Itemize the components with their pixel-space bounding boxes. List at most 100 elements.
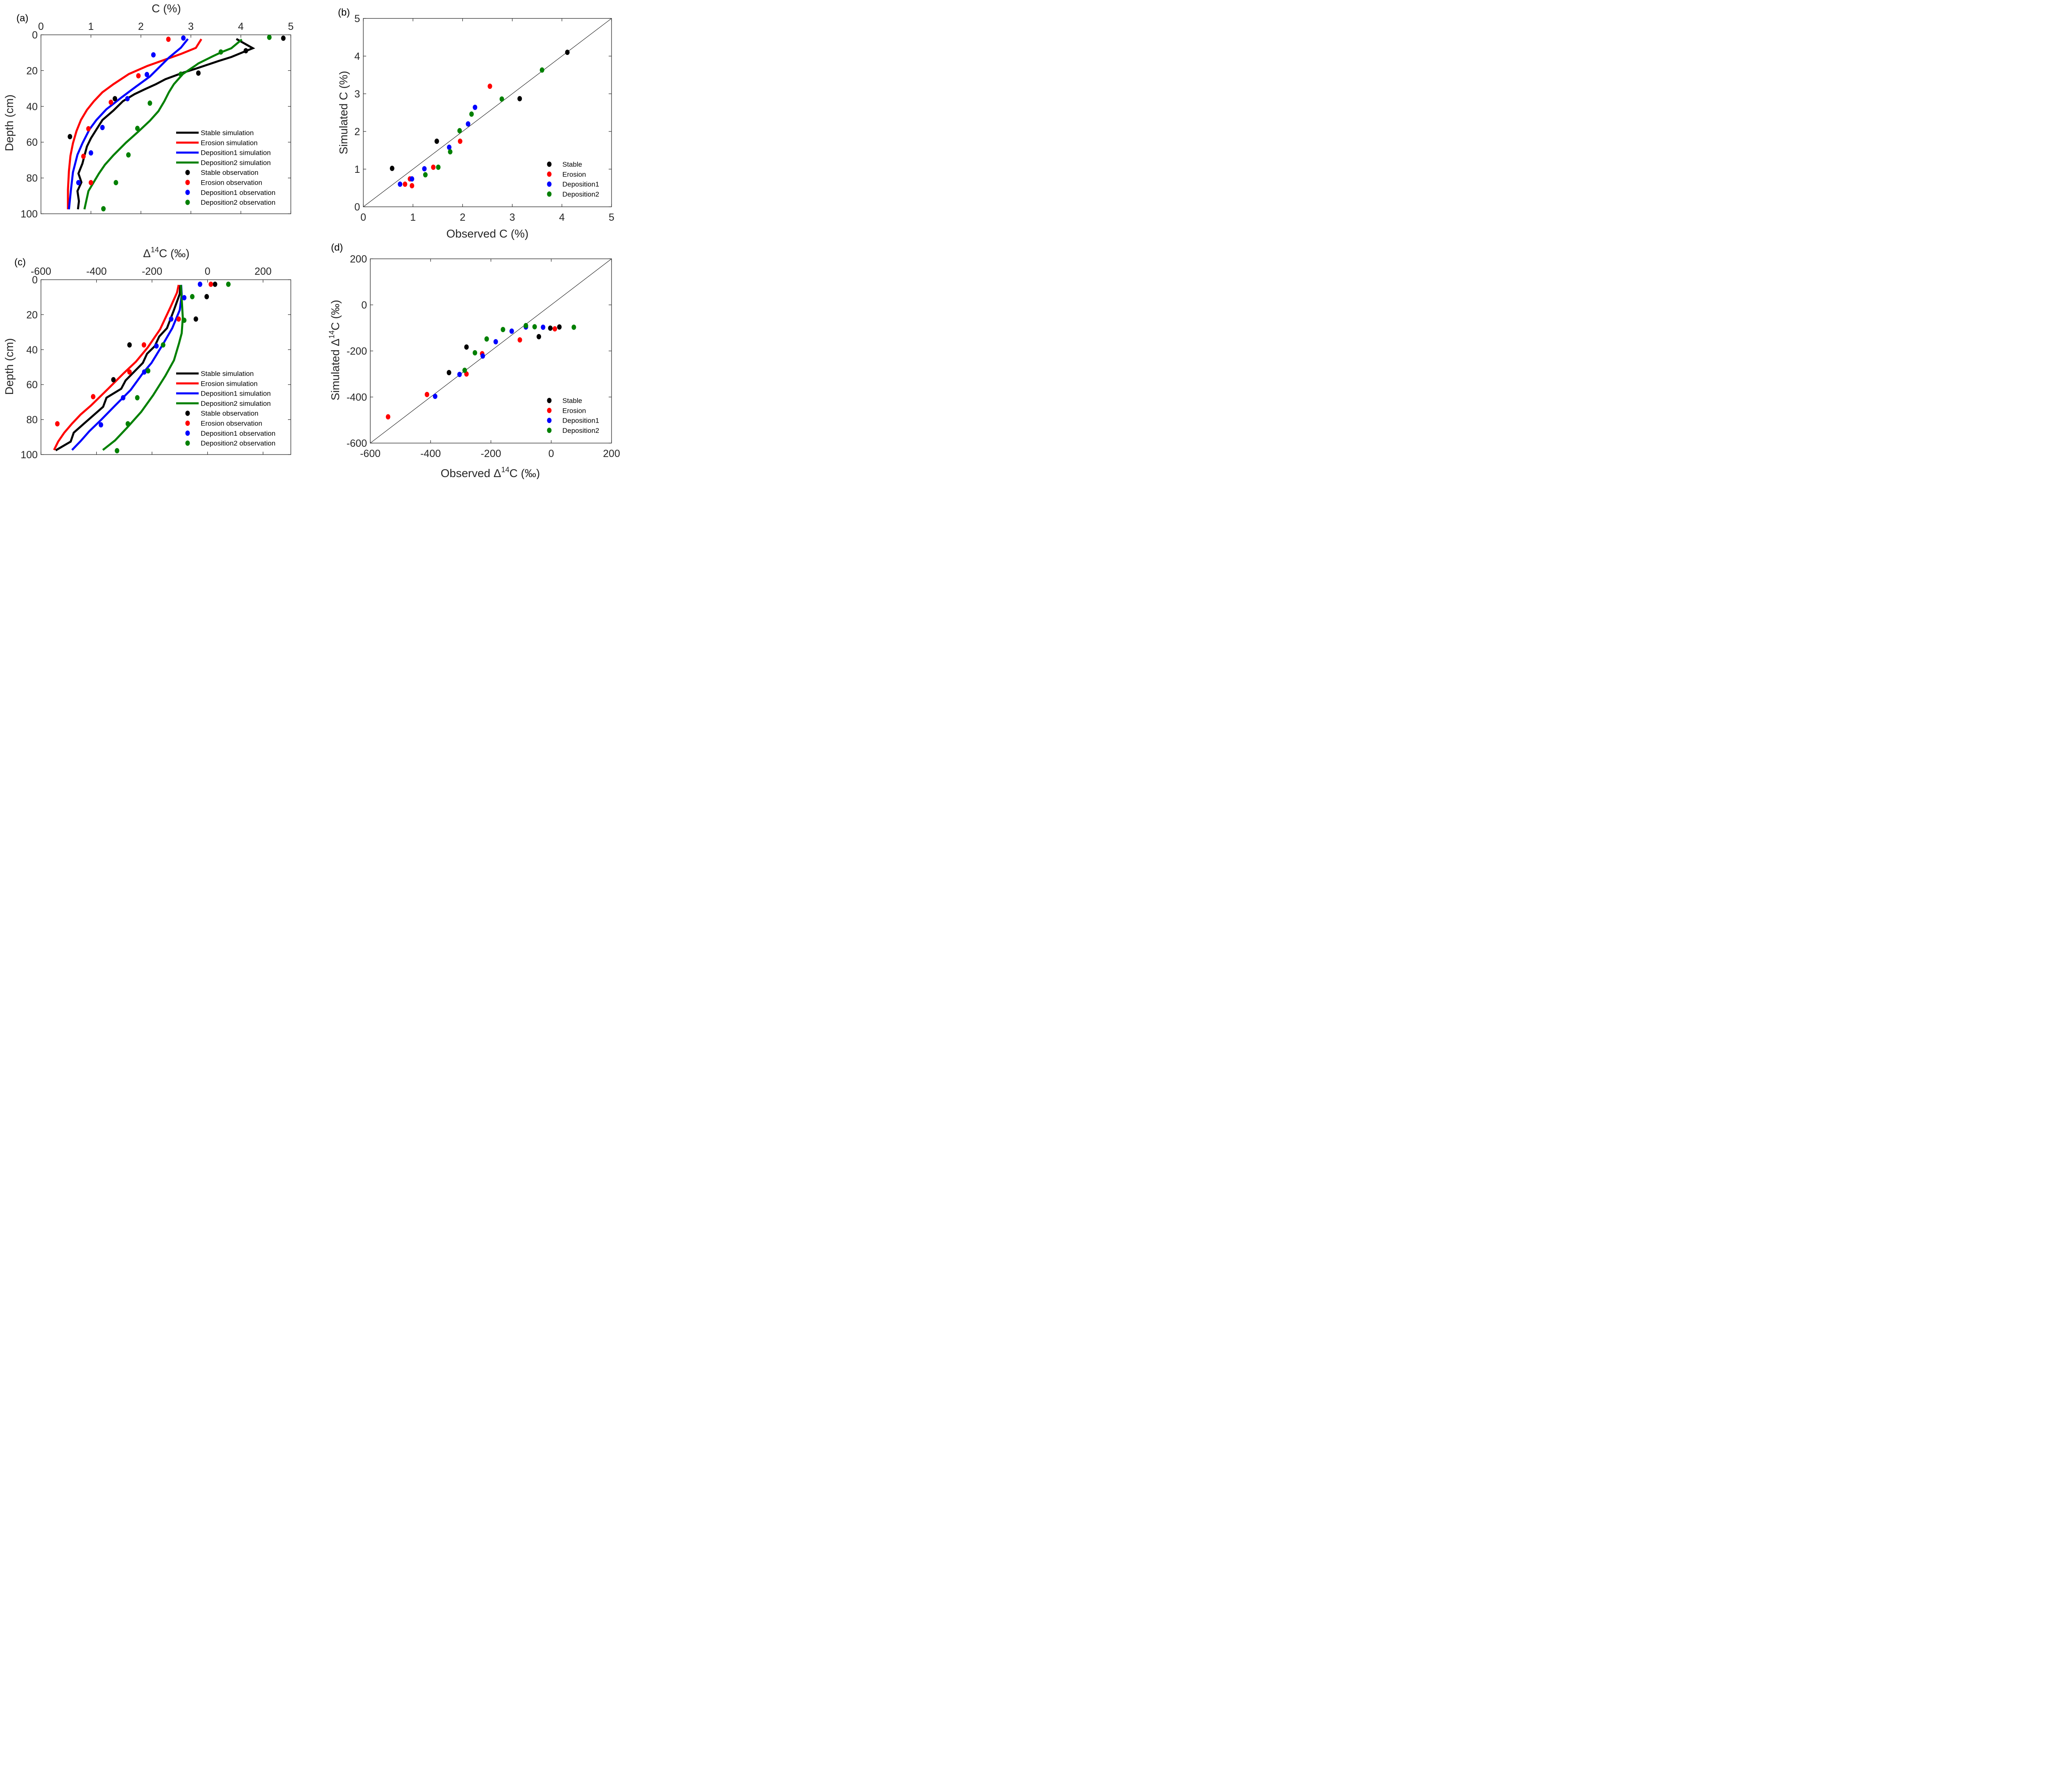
data-point-deposition1-observation bbox=[197, 281, 202, 287]
data-point-deposition2-observation bbox=[125, 421, 130, 427]
x-tick-label: 200 bbox=[603, 448, 620, 459]
data-point-deposition1 bbox=[480, 353, 485, 359]
x-axis-title-sup: 14 bbox=[151, 246, 159, 254]
legend-item-deposition2-observation: Deposition2 observation bbox=[185, 439, 275, 447]
y-tick-label: 2 bbox=[354, 126, 360, 138]
x-tick-label: -600 bbox=[360, 448, 381, 459]
series-line-erosion-simulation bbox=[53, 285, 180, 451]
y-tick-label: 60 bbox=[26, 137, 38, 148]
data-point-deposition1 bbox=[398, 181, 403, 187]
data-point-deposition2-observation bbox=[147, 100, 152, 106]
legend-label: Stable bbox=[562, 161, 582, 168]
data-point-erosion-observation bbox=[127, 369, 132, 375]
data-point-deposition2 bbox=[532, 324, 537, 330]
legend-marker-swatch bbox=[185, 440, 190, 446]
legend-marker-swatch bbox=[547, 191, 552, 197]
legend-marker-swatch bbox=[547, 407, 552, 413]
x-tick-label: 0 bbox=[205, 266, 211, 277]
legend-item-stable: Stable bbox=[547, 397, 582, 405]
legend-marker-swatch bbox=[547, 171, 552, 177]
data-point-deposition2 bbox=[448, 149, 453, 155]
data-point-deposition2 bbox=[472, 350, 477, 355]
data-point-deposition1 bbox=[473, 104, 478, 110]
series-line-stable-simulation bbox=[76, 38, 256, 210]
x-tick-label: 200 bbox=[254, 266, 272, 277]
legend: Stable Erosion Deposition1 Deposition2 bbox=[547, 161, 599, 198]
legend-marker-swatch bbox=[547, 428, 552, 433]
legend-item-deposition1-simulation: Deposition1 simulation bbox=[176, 149, 271, 157]
legend-label: Deposition2 bbox=[562, 190, 599, 198]
legend-item-erosion-observation: Erosion observation bbox=[185, 179, 262, 187]
x-tick-label: 3 bbox=[510, 212, 515, 223]
series-line-erosion-simulation bbox=[67, 38, 202, 210]
legend-item-deposition2: Deposition2 bbox=[547, 190, 599, 198]
legend: Stable simulation Erosion simulation Depos… bbox=[176, 370, 275, 447]
legend-item-deposition1: Deposition1 bbox=[547, 181, 599, 188]
data-point-deposition2-observation bbox=[101, 206, 106, 212]
x-tick-label: -400 bbox=[86, 266, 107, 277]
legend-label: Deposition1 bbox=[562, 181, 599, 188]
data-point-deposition1 bbox=[509, 328, 514, 334]
legend-marker-swatch bbox=[547, 181, 552, 187]
y-tick-label: 20 bbox=[26, 65, 38, 77]
legend-label: Erosion bbox=[562, 170, 586, 178]
data-point-deposition2 bbox=[436, 164, 441, 170]
x-tick-label: 5 bbox=[609, 212, 614, 223]
data-point-deposition1 bbox=[433, 394, 437, 399]
y-tick-label: 1 bbox=[354, 164, 360, 175]
legend-label: Stable simulation bbox=[201, 129, 254, 137]
panel-label: (a) bbox=[16, 13, 28, 24]
data-point-deposition2 bbox=[469, 111, 474, 117]
data-point-erosion-observation bbox=[109, 100, 113, 105]
y-tick-label: 60 bbox=[26, 379, 38, 391]
data-point-stable-observation bbox=[113, 96, 118, 102]
legend-item-deposition2: Deposition2 bbox=[547, 427, 599, 434]
data-point-deposition2-observation bbox=[218, 49, 223, 55]
legend-label: Erosion observation bbox=[201, 420, 262, 428]
panel-d: (d) -600 -400 -200 0 200 -600 -400 -200 0 200 Obser… bbox=[328, 242, 620, 479]
data-point-erosion bbox=[517, 337, 522, 343]
x-tick-label: -200 bbox=[480, 448, 501, 459]
y-tick-label: 80 bbox=[26, 414, 38, 426]
y-tick-label: 3 bbox=[354, 88, 360, 100]
data-point-stable bbox=[557, 324, 562, 330]
y-tick-label: 0 bbox=[32, 274, 38, 286]
data-point-deposition1 bbox=[493, 339, 498, 344]
data-point-deposition2-observation bbox=[161, 342, 165, 348]
data-point-deposition1 bbox=[410, 176, 415, 182]
x-axis-title-sup: 14 bbox=[501, 466, 510, 474]
data-point-erosion-observation bbox=[81, 154, 86, 159]
data-point-erosion bbox=[385, 414, 390, 420]
y-tick-label: 40 bbox=[26, 344, 38, 356]
data-point-deposition2 bbox=[484, 336, 489, 342]
legend-item-erosion-simulation: Erosion simulation bbox=[176, 139, 258, 147]
legend-label: Deposition2 observation bbox=[201, 439, 275, 447]
y-tick-label: 100 bbox=[20, 208, 38, 220]
data-point-stable bbox=[537, 334, 541, 339]
y-axis-title: Depth (cm) bbox=[3, 338, 16, 395]
data-point-deposition1-observation bbox=[88, 150, 93, 156]
legend-item-deposition2-observation: Deposition2 observation bbox=[185, 199, 275, 206]
y-axis-title-pre: Simulated Δ bbox=[329, 339, 342, 400]
legend-marker-swatch bbox=[185, 410, 190, 416]
data-point-stable bbox=[565, 50, 570, 55]
y-axis-title-post: C (‰) bbox=[329, 300, 342, 330]
legend-marker-swatch bbox=[185, 190, 190, 195]
data-point-deposition1-observation bbox=[76, 180, 81, 186]
legend-marker-swatch bbox=[185, 180, 190, 185]
data-point-deposition2 bbox=[539, 67, 544, 73]
data-point-stable bbox=[446, 370, 451, 376]
legend-label: Deposition1 observation bbox=[201, 189, 275, 197]
panel-a: (a) 0 1 2 3 4 5 0 20 40 60 80 100 C (%) Depth (cm) Stab… bbox=[3, 2, 294, 220]
data-point-deposition1 bbox=[466, 121, 471, 127]
data-point-erosion-observation bbox=[166, 36, 171, 42]
data-point-deposition2-observation bbox=[126, 152, 131, 158]
legend-item-deposition2-simulation: Deposition2 simulation bbox=[176, 159, 271, 167]
legend-label: Deposition2 observation bbox=[201, 199, 275, 206]
y-tick-label: -400 bbox=[347, 392, 367, 403]
x-tick-label: -600 bbox=[31, 266, 51, 277]
x-axis-title-post: C (‰) bbox=[510, 467, 540, 479]
one-to-one-line bbox=[370, 258, 612, 443]
legend: Stable Erosion Deposition1 Deposition2 bbox=[547, 397, 599, 434]
legend-label: Erosion observation bbox=[201, 179, 262, 187]
